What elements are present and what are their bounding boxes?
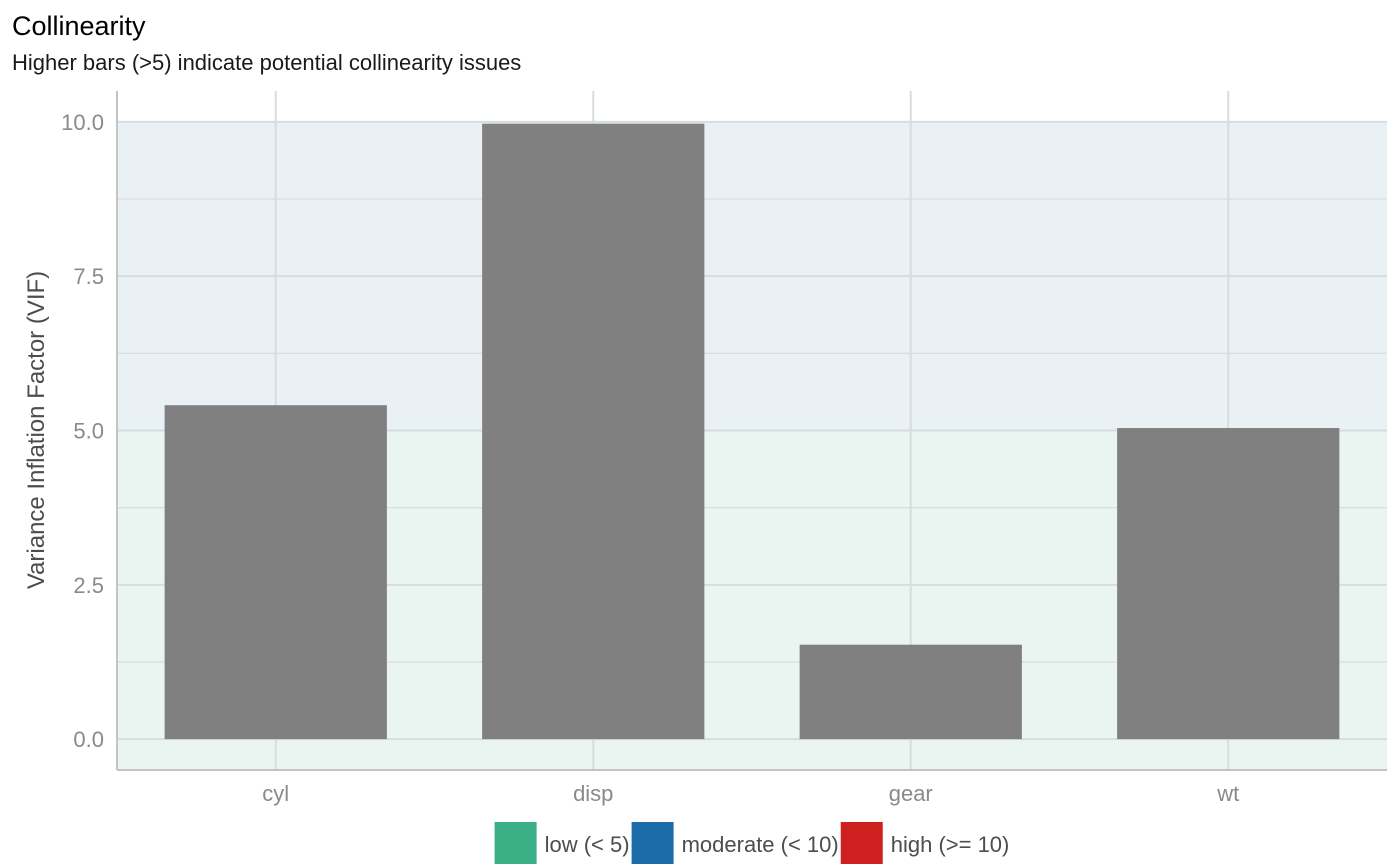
- y-tick-label: 10.0: [61, 110, 104, 135]
- legend-swatch: [840, 822, 883, 864]
- legend-swatch: [494, 822, 537, 864]
- legend-item: low (< 5): [494, 822, 630, 864]
- bar-disp: [482, 123, 705, 740]
- x-tick-label: disp: [573, 781, 613, 806]
- chart-subtitle: Higher bars (>5) indicate potential coll…: [12, 50, 521, 75]
- bar-wt: [1117, 428, 1340, 740]
- legend-item: moderate (< 10): [631, 822, 839, 864]
- x-tick-label: gear: [889, 781, 933, 806]
- legend-label: moderate (< 10): [682, 832, 839, 857]
- y-tick-label: 7.5: [73, 264, 104, 289]
- legend-item: high (>= 10): [840, 822, 1010, 864]
- y-tick-label: 5.0: [73, 419, 104, 444]
- plot-area: 0.0 2.5 5.0 7.5 10.0 cyl disp gear wt: [61, 91, 1387, 806]
- legend-label: low (< 5): [545, 832, 630, 857]
- x-tick-label: cyl: [262, 781, 289, 806]
- legend-swatch: [631, 822, 674, 864]
- x-tick-label: wt: [1216, 781, 1239, 806]
- y-tick-label: 2.5: [73, 573, 104, 598]
- bar-cyl: [164, 405, 387, 740]
- legend: low (< 5) moderate (< 10) high (>= 10): [494, 822, 1010, 864]
- bar-gear: [799, 644, 1022, 740]
- chart-title: Collinearity: [12, 11, 146, 41]
- y-tick-label: 0.0: [73, 727, 104, 752]
- legend-label: high (>= 10): [891, 832, 1010, 857]
- y-axis-title: Variance Inflation Factor (VIF): [23, 271, 50, 589]
